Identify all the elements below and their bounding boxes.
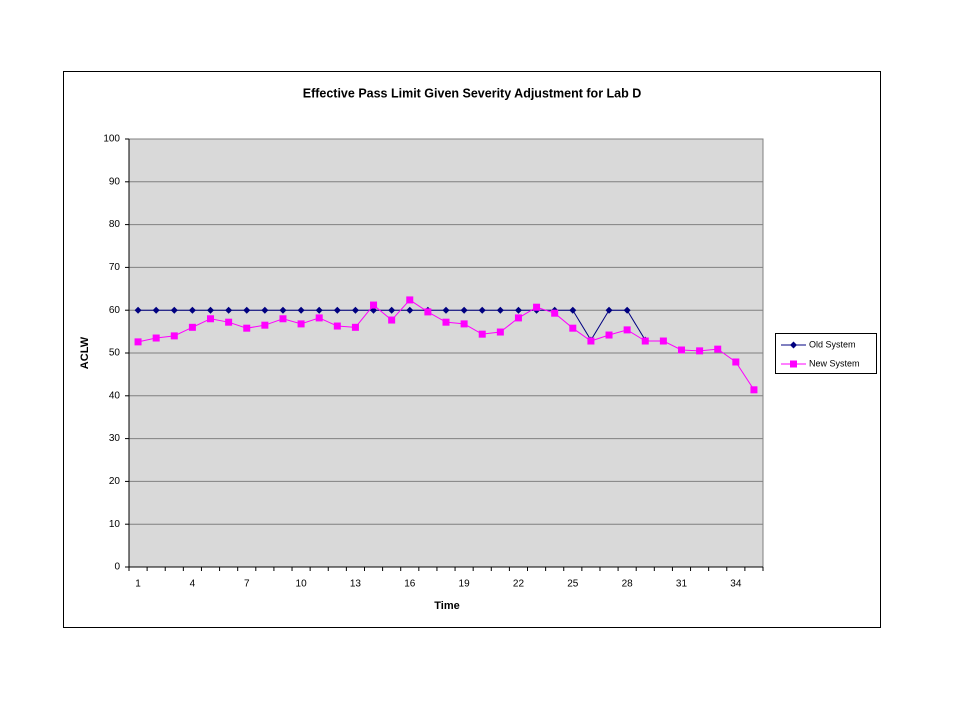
- data-point: [388, 316, 396, 324]
- data-point: [641, 337, 649, 345]
- data-point: [207, 315, 215, 323]
- data-point: [696, 347, 704, 355]
- data-point: [315, 306, 323, 314]
- data-point: [714, 345, 722, 353]
- data-point: [478, 330, 486, 338]
- chart-title: Effective Pass Limit Given Severity Adju…: [303, 86, 642, 100]
- data-point: [243, 306, 251, 314]
- data-point: [514, 314, 522, 322]
- data-point: [460, 306, 468, 314]
- legend-marker: [790, 360, 797, 368]
- data-point: [460, 320, 468, 328]
- data-point: [732, 358, 740, 366]
- data-point: [333, 322, 341, 330]
- data-point: [750, 386, 758, 394]
- legend-marker: [790, 341, 797, 349]
- y-tick-label: 70: [109, 262, 121, 273]
- y-tick-label: 80: [109, 219, 121, 230]
- data-point: [170, 306, 178, 314]
- y-tick-label: 100: [103, 134, 120, 145]
- data-point: [659, 337, 667, 345]
- legend-label: Old System: [809, 339, 856, 349]
- y-tick-label: 60: [109, 305, 121, 316]
- x-tick-label: 19: [459, 579, 471, 590]
- data-point: [225, 306, 233, 314]
- data-point: [351, 306, 359, 314]
- data-point: [496, 328, 504, 336]
- y-tick-label: 40: [109, 390, 121, 401]
- data-point: [297, 306, 305, 314]
- x-tick-label: 16: [404, 579, 416, 590]
- data-point: [388, 306, 396, 314]
- x-tick-label: 1: [135, 579, 141, 590]
- data-point: [406, 306, 414, 314]
- data-point: [424, 308, 432, 316]
- y-tick-label: 20: [109, 476, 121, 487]
- data-point: [188, 306, 196, 314]
- data-point: [134, 306, 142, 314]
- data-point: [496, 306, 504, 314]
- y-tick-label: 0: [114, 562, 120, 573]
- data-point: [188, 323, 196, 331]
- data-point: [351, 323, 359, 331]
- x-tick-label: 28: [622, 579, 634, 590]
- y-tick-label: 10: [109, 519, 121, 530]
- data-point: [514, 306, 522, 314]
- data-point: [170, 332, 178, 340]
- x-tick-label: 7: [244, 579, 250, 590]
- data-point: [677, 346, 685, 354]
- x-tick-label: 31: [676, 579, 688, 590]
- x-axis-label: Time: [434, 600, 459, 612]
- x-tick-label: 34: [730, 579, 742, 590]
- data-point: [207, 306, 215, 314]
- x-tick-label: 4: [190, 579, 196, 590]
- data-point: [605, 306, 613, 314]
- data-point: [605, 331, 613, 339]
- data-point: [478, 306, 486, 314]
- data-point: [569, 324, 577, 332]
- data-point: [569, 306, 577, 314]
- data-point: [152, 334, 160, 342]
- data-point: [225, 318, 233, 326]
- data-point: [442, 306, 450, 314]
- legend-label: New System: [809, 358, 860, 368]
- data-point: [152, 306, 160, 314]
- data-point: [623, 306, 631, 314]
- data-point: [533, 303, 541, 311]
- y-axis-label: ACLW: [79, 336, 91, 369]
- data-point: [333, 306, 341, 314]
- x-tick-label: 10: [296, 579, 308, 590]
- data-point: [297, 320, 305, 328]
- y-tick-label: 30: [109, 433, 121, 444]
- data-point: [551, 309, 559, 317]
- data-point: [279, 306, 287, 314]
- data-point: [279, 315, 287, 323]
- data-point: [623, 326, 631, 334]
- data-point: [406, 296, 414, 304]
- data-point: [243, 324, 251, 332]
- y-tick-label: 90: [109, 176, 121, 187]
- x-tick-label: 25: [567, 579, 579, 590]
- y-tick-label: 50: [109, 348, 121, 359]
- data-point: [134, 338, 142, 346]
- x-tick-label: 22: [513, 579, 525, 590]
- data-point: [370, 301, 378, 309]
- data-point: [261, 321, 269, 329]
- data-point: [442, 318, 450, 326]
- data-point: [261, 306, 269, 314]
- x-tick-label: 13: [350, 579, 362, 590]
- data-point: [587, 337, 595, 345]
- data-point: [315, 314, 323, 322]
